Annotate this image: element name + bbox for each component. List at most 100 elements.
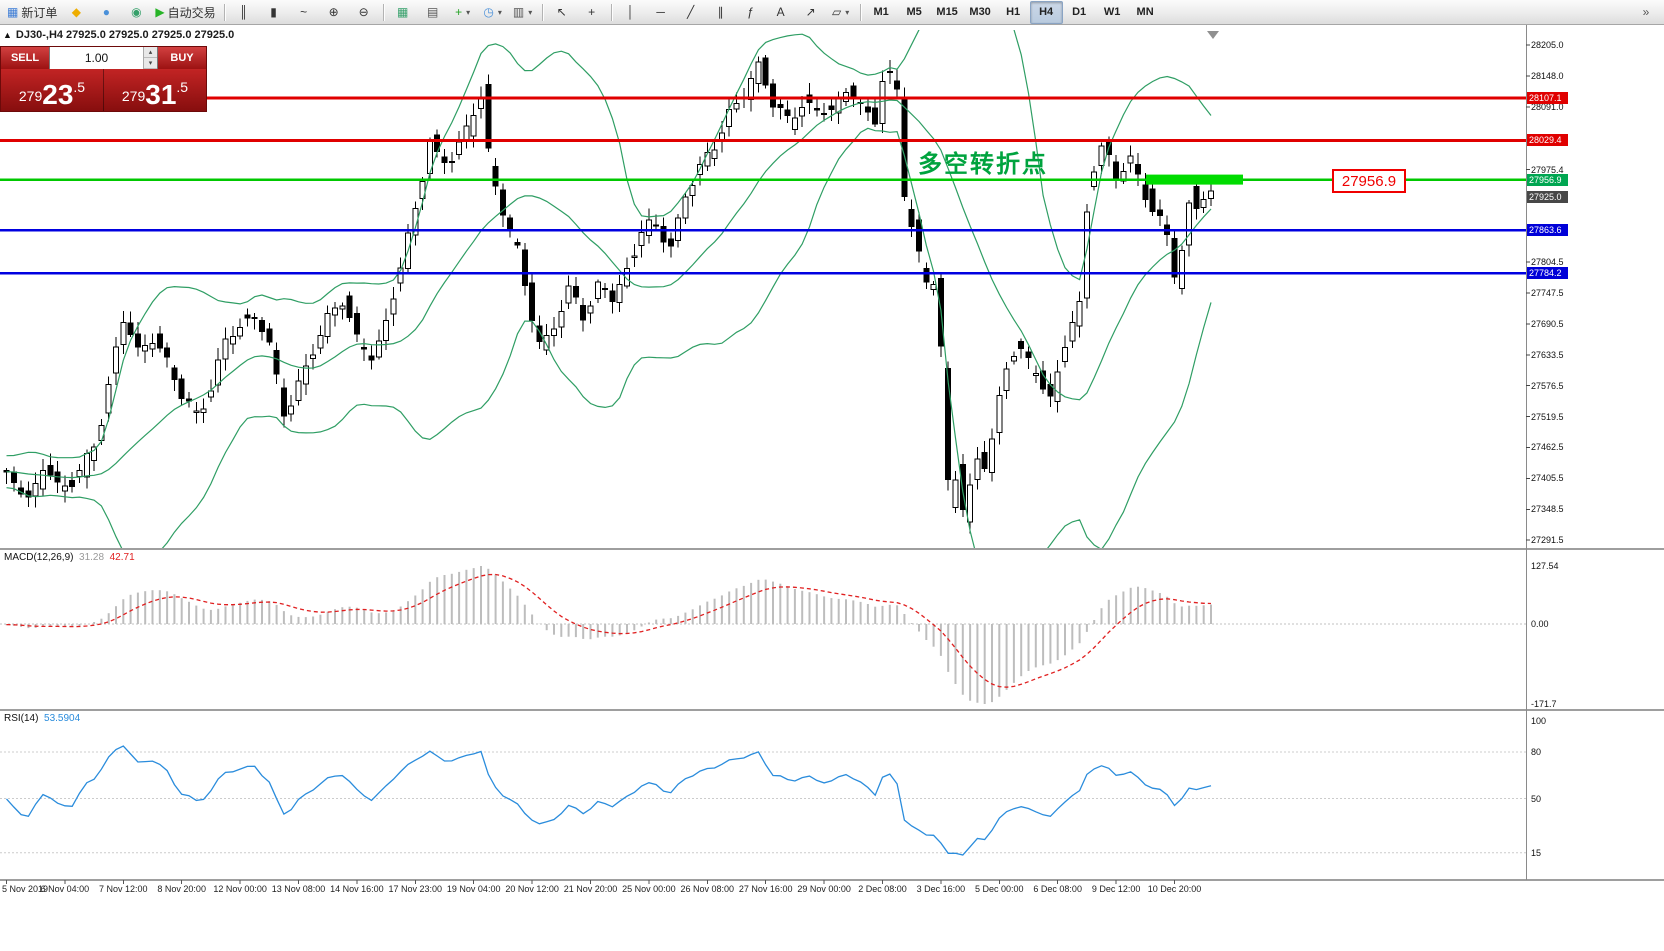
highlight-segment	[1146, 174, 1243, 185]
dropdown-arrow-icon: ▾	[528, 7, 533, 17]
chart-line-icon: ~	[300, 5, 308, 19]
periods-icon: ◷	[483, 5, 494, 19]
chart-candles-button[interactable]: ▮	[259, 1, 289, 24]
volume-increase-button[interactable]: ▴	[144, 47, 157, 58]
tf-m30-button[interactable]: M30	[964, 1, 997, 24]
one-click-trading-panel: SELL 1.00 ▴ ▾ BUY 279 23.5 279 31.5	[0, 46, 207, 112]
tf-mn-button-label: MN	[1136, 6, 1154, 18]
channel-button[interactable]: ∥	[706, 1, 736, 24]
volume-value[interactable]: 1.00	[84, 51, 109, 65]
community-button[interactable]: ◉	[121, 1, 151, 24]
time-axis-label: 2 Dec 08:00	[858, 884, 907, 894]
price-axis-label: 27690.5	[1531, 318, 1564, 329]
tf-h1-button[interactable]: H1	[997, 1, 1030, 24]
price-axis-label: 27633.5	[1531, 349, 1564, 360]
price-axis-label: 28148.0	[1531, 71, 1564, 82]
macd-main-value: 31.28	[79, 552, 105, 563]
vline-icon: │	[626, 5, 635, 19]
sell-button[interactable]: SELL	[1, 47, 49, 69]
time-axis-label: 26 Nov 08:00	[680, 884, 735, 894]
volume-decrease-button[interactable]: ▾	[144, 58, 157, 69]
chart-ohlc-title: ▲ DJ30-,H4 27925.0 27925.0 27925.0 27925…	[3, 29, 234, 41]
macd-axis-label: -171.7	[1531, 699, 1557, 709]
price-axis-label: 27348.5	[1531, 504, 1564, 515]
arrange-windows-icon: ▤	[426, 5, 439, 19]
macd-layer	[0, 566, 1526, 704]
channel-icon: ∥	[717, 5, 724, 19]
tf-m15-button[interactable]: M15	[931, 1, 964, 24]
tf-w1-button[interactable]: W1	[1096, 1, 1129, 24]
one-click-collapse-icon[interactable]: ▲	[3, 30, 12, 40]
time-axis-label: 29 Nov 00:00	[797, 884, 851, 894]
tf-m5-button[interactable]: M5	[898, 1, 931, 24]
market-button[interactable]: ●	[91, 1, 121, 24]
price-axis-label: 27291.5	[1531, 535, 1564, 546]
shapes-icon: ▱	[831, 5, 842, 19]
tf-w1-button-label: W1	[1103, 6, 1121, 18]
new-order-icon: ▦	[7, 5, 19, 19]
volume-spinner: ▴ ▾	[143, 47, 157, 69]
buy-price-display[interactable]: 279 31.5	[104, 69, 206, 111]
tile-windows-button[interactable]: ▦	[388, 1, 418, 24]
periods-button[interactable]: ◷ ▾	[478, 1, 508, 24]
toolbar-overflow-button[interactable]: »	[1631, 1, 1661, 24]
autotrade-button[interactable]: ▶ 自动交易	[151, 1, 219, 24]
autotrade-icon: ▶	[155, 5, 165, 19]
fibonacci-button[interactable]: ƒ	[736, 1, 766, 24]
sell-price-sup: .5	[73, 79, 86, 95]
metaeditor-button[interactable]: ◆	[61, 1, 91, 24]
axis-ticks	[6, 44, 1530, 884]
candles-layer	[3, 55, 1214, 534]
chart-bars-button[interactable]: ║	[229, 1, 259, 24]
time-axis-label: 17 Nov 23:00	[388, 884, 443, 894]
templates-button[interactable]: ▥ ▾	[508, 1, 538, 24]
arrows-button[interactable]: ↗	[796, 1, 826, 24]
tf-d1-button-label: D1	[1072, 6, 1087, 18]
arrange-windows-button[interactable]: ▤	[418, 1, 448, 24]
sell-price-display[interactable]: 279 23.5	[1, 69, 104, 111]
zoom-in-button[interactable]: ⊕	[319, 1, 349, 24]
volume-field[interactable]: 1.00 ▴ ▾	[49, 47, 158, 69]
macd-signal-value: 42.71	[109, 552, 135, 563]
zoom-out-button[interactable]: ⊖	[349, 1, 379, 24]
time-axis-label: 27 Nov 16:00	[738, 884, 793, 894]
toolbar-separator	[541, 3, 543, 21]
time-axis-label: 6 Nov 04:00	[40, 884, 90, 894]
price-axis-badge: 27925.0	[1527, 190, 1568, 203]
price-axis-label: 27462.5	[1531, 442, 1564, 453]
buy-button[interactable]: BUY	[158, 47, 206, 69]
tf-d1-button[interactable]: D1	[1063, 1, 1096, 24]
shapes-button[interactable]: ▱ ▾	[826, 1, 856, 24]
time-axis-label: 5 Dec 00:00	[975, 884, 1024, 894]
hline-button[interactable]: ─	[646, 1, 676, 24]
chart-shift-marker-icon[interactable]	[1207, 31, 1219, 39]
trendline-button[interactable]: ╱	[676, 1, 706, 24]
new-order-button[interactable]: ▦ 新订单	[3, 1, 61, 24]
sell-price-prefix: 279	[18, 88, 43, 104]
tf-mn-button[interactable]: MN	[1129, 1, 1162, 24]
tf-h4-button-label: H4	[1039, 6, 1054, 18]
indicators-button[interactable]: + ▾	[448, 1, 478, 24]
time-axis-label: 20 Nov 12:00	[505, 884, 559, 894]
toolbar-overflow-icon: »	[1642, 5, 1650, 19]
rsi-axis-label: 100	[1531, 716, 1547, 726]
rsi-label: RSI(14) 53.5904	[4, 713, 80, 724]
text-button[interactable]: A	[766, 1, 796, 24]
crosshair-button[interactable]: +	[577, 1, 607, 24]
price-level-callout: 27956.9	[1332, 169, 1406, 193]
price-axis-badge: 28107.1	[1527, 92, 1568, 105]
community-icon: ◉	[131, 5, 142, 19]
chart-line-button[interactable]: ~	[289, 1, 319, 24]
time-axis-label: 25 Nov 00:00	[622, 884, 676, 894]
vline-button[interactable]: │	[616, 1, 646, 24]
toolbar-separator	[859, 3, 861, 21]
tf-h4-button[interactable]: H4	[1029, 0, 1063, 24]
price-axis-badge: 27863.6	[1527, 224, 1568, 237]
toolbar: ▦ 新订单 ◆ ● ◉ ▶ 自动交易 ║ ▮ ~ ⊕ ⊖ ▦ ▤ + ▾ ◷ ▾ ▥ ▾ ↖ + │ ─ ╱ ∥ ƒ A ↗ ▱ ▾ M1 M5…	[0, 0, 1664, 25]
cursor-button[interactable]: ↖	[547, 1, 577, 24]
tf-m1-button[interactable]: M1	[865, 1, 898, 24]
price-axis-label: 27804.5	[1531, 257, 1564, 268]
indicators-icon: +	[455, 5, 463, 19]
market-icon: ●	[102, 5, 110, 19]
